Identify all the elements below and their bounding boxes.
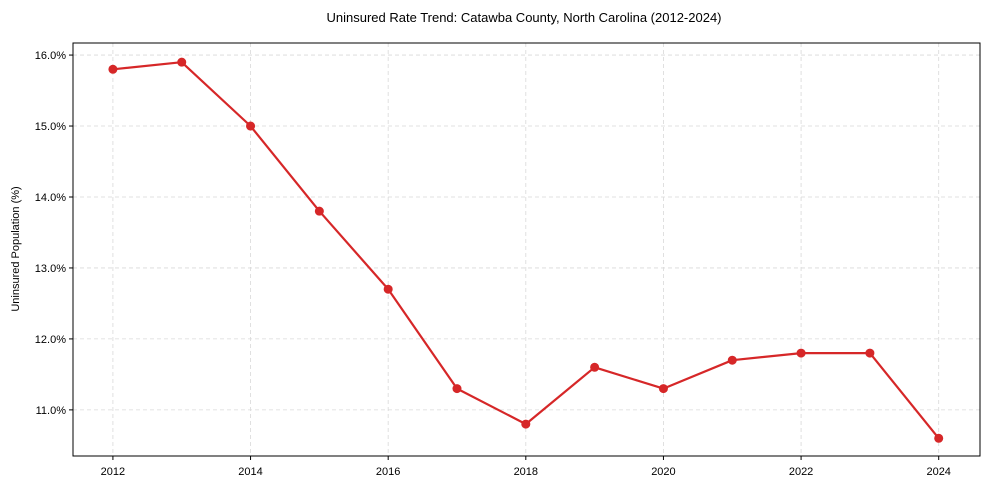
data-point-marker (108, 64, 118, 74)
y-tick-label: 14.0% (35, 192, 66, 204)
x-tick-label: 2018 (514, 466, 538, 478)
x-axis: 2012 2014 2016 2018 2020 2022 2024 (101, 456, 951, 478)
data-point-marker (934, 433, 944, 443)
y-tick-label: 16.0% (35, 50, 66, 62)
x-tick-label: 2020 (651, 466, 675, 478)
data-point-marker (590, 362, 600, 372)
data-point-marker (796, 348, 806, 358)
data-point-marker (658, 384, 668, 394)
data-point-marker (314, 206, 324, 216)
x-tick-label: 2014 (238, 466, 262, 478)
data-point-marker (177, 57, 187, 67)
data-point-marker (521, 419, 531, 429)
y-tick-label: 15.0% (35, 121, 66, 133)
y-tick-label: 11.0% (36, 405, 67, 417)
x-tick-label: 2016 (376, 466, 400, 478)
data-point-marker (452, 384, 462, 394)
x-tick-label: 2024 (926, 466, 950, 478)
data-point-marker (383, 284, 393, 294)
data-point-marker (246, 121, 256, 131)
grid-lines (73, 43, 980, 456)
data-point-marker (865, 348, 875, 358)
chart-title: Uninsured Rate Trend: Catawba County, No… (326, 10, 721, 25)
y-axis: 11.0% 12.0% 13.0% 14.0% 15.0% 16.0% (35, 50, 73, 417)
y-tick-label: 13.0% (35, 263, 66, 275)
x-tick-label: 2012 (101, 466, 125, 478)
plot-area-frame (72, 42, 981, 457)
data-point-marker (727, 355, 737, 365)
data-series (108, 57, 944, 443)
y-axis-label: Uninsured Population (%) (10, 186, 22, 311)
y-tick-label: 12.0% (35, 334, 66, 346)
x-tick-label: 2022 (789, 466, 813, 478)
